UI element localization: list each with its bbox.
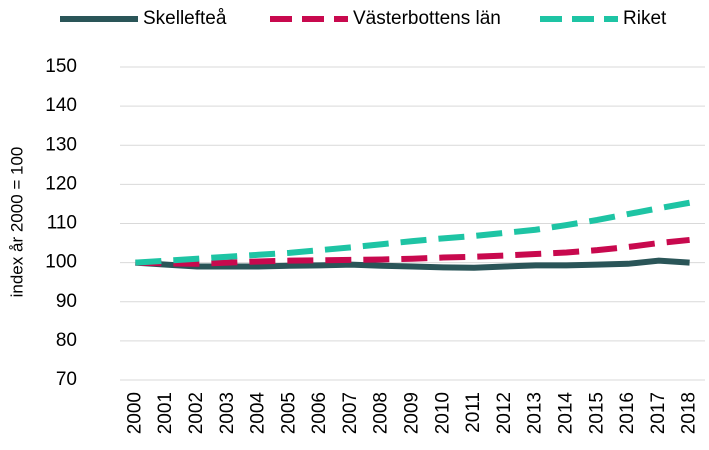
x-tick-label: 2017 <box>648 392 669 434</box>
x-tick-label: 2013 <box>525 392 546 434</box>
y-axis-label: index år 2000 = 100 <box>7 147 26 298</box>
y-tick-label: 120 <box>45 173 77 194</box>
y-tick-label: 100 <box>45 252 77 273</box>
x-tick-label: 2002 <box>186 392 207 434</box>
y-tick-label: 130 <box>45 134 77 155</box>
y-tick-label: 80 <box>56 330 77 351</box>
x-tick-label: 2005 <box>278 392 299 434</box>
x-tick-label: 2008 <box>371 392 392 434</box>
x-tick-label: 2003 <box>217 392 238 434</box>
x-tick-label: 2018 <box>679 392 700 434</box>
x-tick-label: 2009 <box>402 392 423 434</box>
x-tick-label: 2011 <box>463 392 484 433</box>
y-tick-label: 90 <box>56 291 77 312</box>
x-tick-label: 2001 <box>155 392 176 434</box>
series-line <box>135 199 691 266</box>
x-tick-label: 2014 <box>555 392 576 435</box>
legend-label: Västerbottens län <box>353 8 501 29</box>
x-tick-label: 2012 <box>494 392 515 434</box>
series-line <box>135 257 690 271</box>
x-tick-label: 2015 <box>586 392 607 434</box>
legend-label: Skellefteå <box>143 8 227 29</box>
x-tick-label: 2004 <box>248 392 269 435</box>
x-tick-label: 2007 <box>340 392 361 434</box>
legend-label: Riket <box>623 8 667 29</box>
x-tick-label: 2000 <box>124 392 145 434</box>
y-tick-label: 150 <box>45 56 77 77</box>
x-tick-label: 2016 <box>617 392 638 434</box>
y-tick-label: 70 <box>56 369 77 390</box>
y-tick-label: 110 <box>47 213 77 234</box>
x-tick-label: 2010 <box>432 392 453 434</box>
series-line <box>135 236 690 267</box>
y-tick-label: 140 <box>45 95 77 116</box>
x-tick-label: 2006 <box>309 392 330 434</box>
